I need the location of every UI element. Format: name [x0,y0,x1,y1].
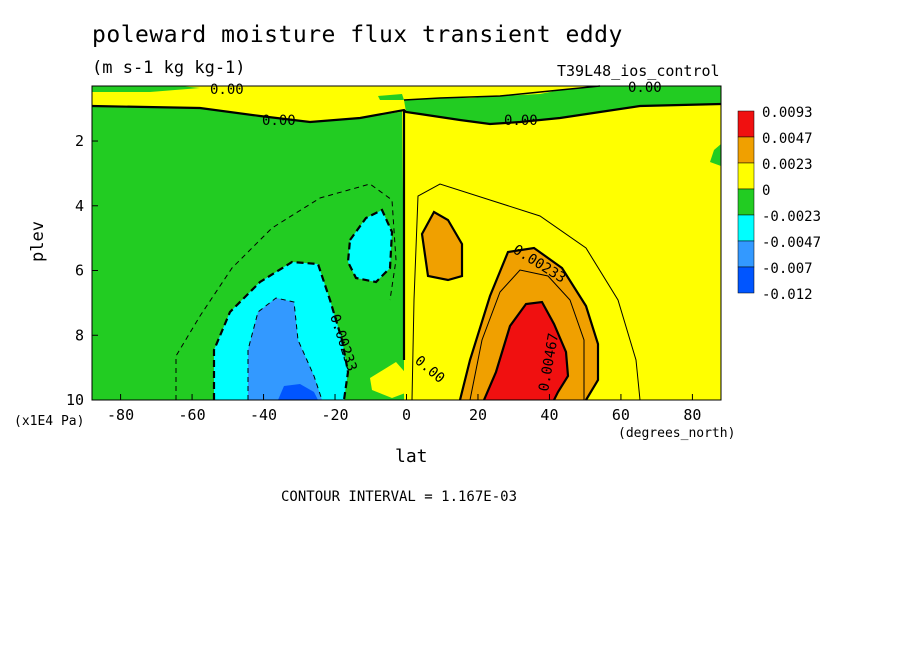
legend-label: -0.007 [762,261,813,277]
y-axis: 2 4 6 8 10 [66,132,98,409]
region-green-edge [710,144,721,166]
contour-interval: CONTOUR INTERVAL = 1.167E-03 [281,489,518,505]
legend-swatch [737,136,755,164]
x-axis-label: lat [395,446,428,467]
region-yellow-eq [370,362,410,398]
y-tick-label: 6 [75,262,84,280]
region-blue-sh [278,384,318,400]
x-tick-label: 60 [612,406,630,424]
legend-swatch [737,188,755,216]
contour-pos-red [482,300,570,401]
y-tick-label: 4 [75,197,84,215]
x-tick-label: 80 [683,406,701,424]
contour-label-top-left: 0.00 [210,82,244,98]
color-legend: 0.0093 0.0047 0.0023 0 -0.0023 -0.0047 -0.007 -… [737,105,821,303]
legend-swatch [737,110,755,138]
x-tick-label: -80 [107,406,134,424]
contour-label-top-right: 0.00 [628,80,662,96]
legend-swatch [737,240,755,268]
legend-swatch [737,214,755,242]
x-tick-label: -60 [179,406,206,424]
contour-pos-orange [458,246,600,401]
contour-pos-inner [469,269,585,401]
y-tick-label: 2 [75,132,84,150]
x-tick-label: -20 [321,406,348,424]
x-axis: -80 -60 -40 -20 0 20 40 60 80 [107,394,701,424]
chart-title: poleward moisture flux transient eddy [92,22,623,48]
legend-label: 0.0093 [762,105,813,121]
chart-units: (m s-1 kg kg-1) [92,58,246,78]
contour-pos-orange-upper [420,210,464,282]
contour-neg-dashed-lb [247,297,323,401]
contour-zero-top [403,85,601,101]
contour-neg-dashed-cyan [212,260,350,401]
run-label: T39L48_ios_control [557,62,720,80]
legend-label: -0.0023 [762,209,821,225]
x-tick-label: 40 [540,406,558,424]
y-axis-units: (x1E4 Pa) [14,414,85,429]
legend-label: 0.0047 [762,131,813,147]
y-axis-label: plev [28,221,48,262]
x-axis-units: (degrees_north) [618,426,736,441]
contour-label-left-mid: 0.00 [262,113,296,129]
contour-pos-outer [411,183,641,401]
contour-label-right-mid: 0.00 [504,113,538,129]
legend-label: -0.0047 [762,235,821,251]
x-tick-label: -40 [250,406,277,424]
legend-swatch [737,266,755,294]
legend-swatch [737,162,755,190]
region-red-nh [484,302,568,400]
region-green-top [404,86,721,124]
x-tick-label: 0 [402,406,411,424]
region-lightblue-sh [248,298,322,400]
region-green-top-strip [92,86,200,92]
y-tick-label: 10 [66,391,84,409]
legend-label: 0.0023 [762,157,813,173]
legend-label: -0.012 [762,287,813,303]
x-tick-label: 20 [469,406,487,424]
y-tick-label: 8 [75,326,84,344]
legend-label: 0 [762,183,770,199]
region-green-small-2 [378,94,404,100]
contour-neg-dashed-outer [175,183,397,400]
contour-neg-dashed-upper [346,208,394,284]
contour-zero-line [91,102,722,126]
